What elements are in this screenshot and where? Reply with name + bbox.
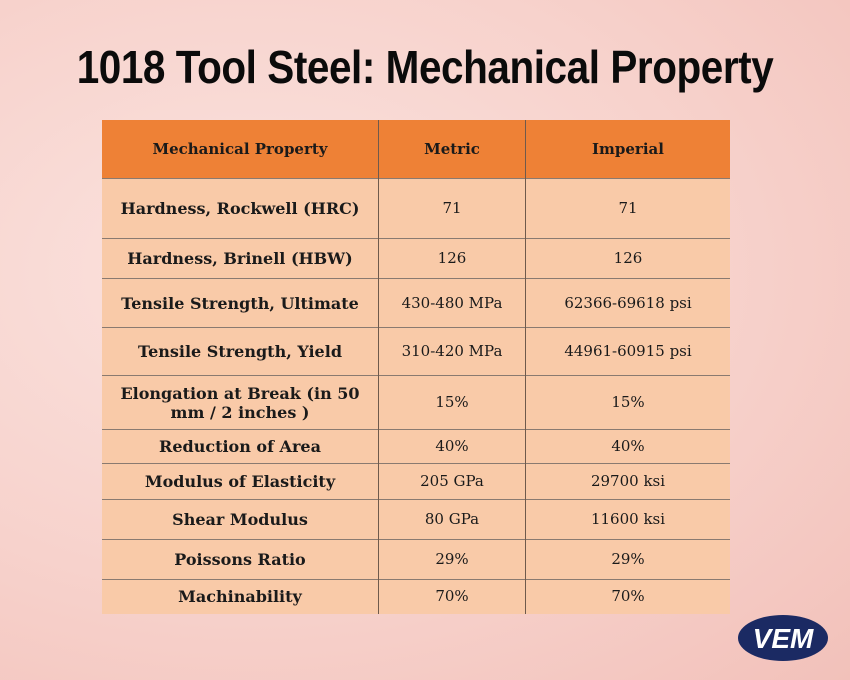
imperial-value: 29700 ksi xyxy=(525,463,730,500)
property-table: Mechanical Property Metric Imperial Hard… xyxy=(102,120,730,614)
table-row: Hardness, Brinell (HBW) 126 126 xyxy=(102,238,730,279)
imperial-value: 40% xyxy=(525,429,730,464)
table-row: Poissons Ratio 29% 29% xyxy=(102,539,730,580)
imperial-value: 44961-60915 psi xyxy=(525,327,730,376)
table-row: Hardness, Rockwell (HRC) 71 71 xyxy=(102,178,730,239)
page-title: 1018 Tool Steel: Mechanical Property xyxy=(76,41,774,93)
metric-value: 15% xyxy=(378,375,526,430)
table-row: Tensile Strength, Ultimate 430-480 MPa 623… xyxy=(102,278,730,328)
svg-text:VEM: VEM xyxy=(753,623,814,654)
metric-value: 430-480 MPa xyxy=(378,278,526,328)
imperial-value: 70% xyxy=(525,579,730,614)
table-row: Tensile Strength, Yield 310-420 MPa 44961-… xyxy=(102,327,730,376)
metric-value: 80 GPa xyxy=(378,499,526,540)
imperial-value: 29% xyxy=(525,539,730,580)
property-name: Reduction of Area xyxy=(102,429,379,464)
property-name: Poissons Ratio xyxy=(102,539,379,580)
metric-value: 40% xyxy=(378,429,526,464)
table-row: Elongation at Break (in 50 mm / 2 inches… xyxy=(102,375,730,430)
imperial-value: 126 xyxy=(525,238,730,279)
table-header-row: Mechanical Property Metric Imperial xyxy=(102,120,730,179)
property-name: Tensile Strength, Yield xyxy=(102,327,379,376)
metric-value: 310-420 MPa xyxy=(378,327,526,376)
metric-value: 71 xyxy=(378,178,526,239)
imperial-value: 62366-69618 psi xyxy=(525,278,730,328)
imperial-value: 15% xyxy=(525,375,730,430)
property-name: Hardness, Rockwell (HRC) xyxy=(102,178,379,239)
property-name: Modulus of Elasticity xyxy=(102,463,379,500)
metric-value: 126 xyxy=(378,238,526,279)
table-row: Modulus of Elasticity 205 GPa 29700 ksi xyxy=(102,463,730,500)
column-header: Metric xyxy=(378,120,526,179)
property-name: Elongation at Break (in 50 mm / 2 inches… xyxy=(102,375,379,430)
metric-value: 205 GPa xyxy=(378,463,526,500)
property-name: Machinability xyxy=(102,579,379,614)
property-name: Tensile Strength, Ultimate xyxy=(102,278,379,328)
imperial-value: 11600 ksi xyxy=(525,499,730,540)
table-row: Shear Modulus 80 GPa 11600 ksi xyxy=(102,499,730,540)
column-header: Imperial xyxy=(525,120,730,179)
table-row: Machinability 70% 70% xyxy=(102,579,730,614)
property-name: Hardness, Brinell (HBW) xyxy=(102,238,379,279)
metric-value: 70% xyxy=(378,579,526,614)
metric-value: 29% xyxy=(378,539,526,580)
vem-logo: VEM xyxy=(738,615,828,661)
table-row: Reduction of Area 40% 40% xyxy=(102,429,730,464)
column-header: Mechanical Property xyxy=(102,120,379,179)
imperial-value: 71 xyxy=(525,178,730,239)
property-name: Shear Modulus xyxy=(102,499,379,540)
